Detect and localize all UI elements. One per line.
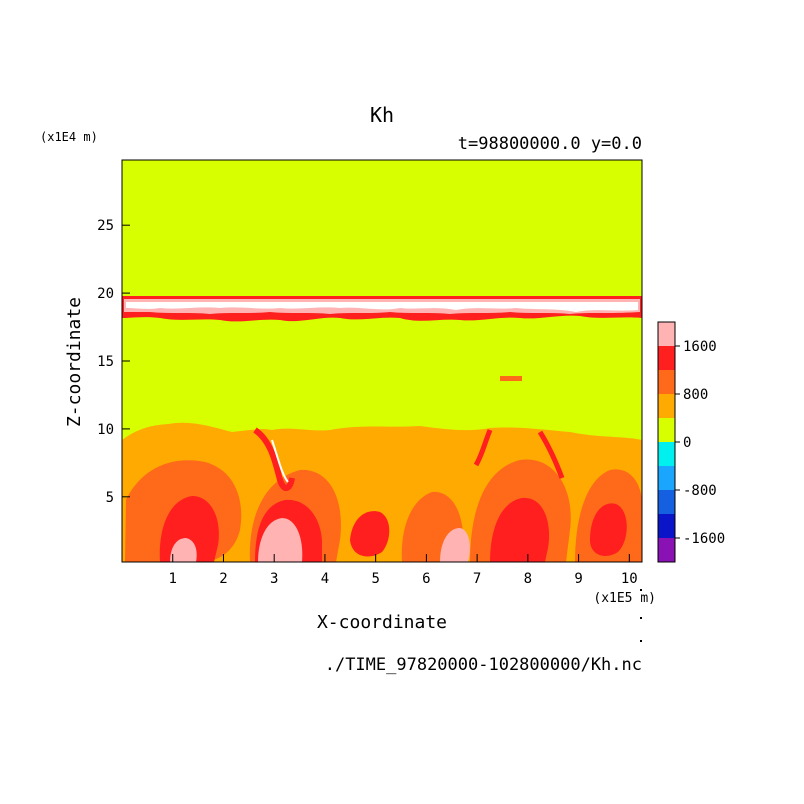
lower-plume-2	[473, 429, 493, 467]
colorbar-label: 0	[683, 435, 691, 451]
x-unit-label: (x1E5 m)	[593, 591, 656, 606]
lower-pink-region-2	[170, 538, 197, 562]
lower-red-region-5	[590, 503, 627, 556]
x-tick-label: 4	[321, 571, 329, 587]
lower-red-region-3	[350, 511, 390, 557]
upper-white-band	[126, 302, 638, 312]
x-tick-label: 8	[524, 571, 532, 587]
lower-plume-highlight	[271, 439, 289, 483]
colorbar-level	[658, 346, 675, 370]
x-axis-label: X-coordinate	[317, 612, 447, 633]
tick-marks	[640, 589, 642, 642]
plot-area	[122, 160, 642, 562]
x-tick-label: 7	[473, 571, 481, 587]
colorbar-label: 1600	[683, 339, 717, 355]
y-axis-label: Z-coordinate	[64, 297, 85, 427]
source-file-label: ./TIME_97820000-102800000/Kh.nc	[325, 655, 642, 675]
lower-plume-1	[253, 427, 295, 491]
colorbar-level	[658, 466, 675, 490]
colorbar-level	[658, 442, 675, 466]
x-tick-label: 1	[169, 571, 177, 587]
colorbar-level	[658, 370, 675, 394]
x-axis-ticks: 1 2 3 4 5 6 7 8 9 10	[169, 554, 638, 587]
lower-red-region-4	[490, 497, 550, 562]
colorbar-level	[658, 418, 675, 442]
colorbar-label: -1600	[683, 531, 725, 547]
lower-pink-region-3	[440, 528, 470, 562]
y-tick-label: 20	[97, 286, 114, 302]
y-tick-label: 10	[97, 422, 114, 438]
colorbar-level	[658, 514, 675, 538]
y-tick-label: 5	[106, 490, 114, 506]
x-tick-label: 9	[574, 571, 582, 587]
y-unit-label: (x1E4 m)	[40, 130, 98, 144]
colorbar-level	[658, 394, 675, 418]
colorbar-level	[658, 322, 675, 346]
lower-plume-3	[537, 430, 565, 479]
x-tick-label: 3	[270, 571, 278, 587]
x-tick-label: 2	[219, 571, 227, 587]
y-axis-ticks: 5 10 15 20 25	[97, 218, 130, 506]
colorbar-level	[658, 490, 675, 514]
y-tick-label: 25	[97, 218, 114, 234]
lower-pink-region-1	[258, 518, 303, 562]
small-feature	[500, 376, 522, 381]
colorbar: 1600 800 0 -800 -1600	[657, 321, 725, 563]
lower-layer	[122, 422, 642, 562]
x-tick-label: 10	[621, 571, 638, 587]
y-tick-label: 15	[97, 354, 114, 370]
colorbar-level	[658, 538, 675, 562]
x-tick-label: 6	[422, 571, 430, 587]
chart-title: Kh	[370, 103, 394, 127]
chart-subtitle: t=98800000.0 y=0.0	[458, 134, 642, 154]
upper-layer	[122, 296, 642, 322]
colorbar-label: 800	[683, 387, 708, 403]
x-tick-label: 5	[371, 571, 379, 587]
colorbar-label: -800	[683, 483, 717, 499]
